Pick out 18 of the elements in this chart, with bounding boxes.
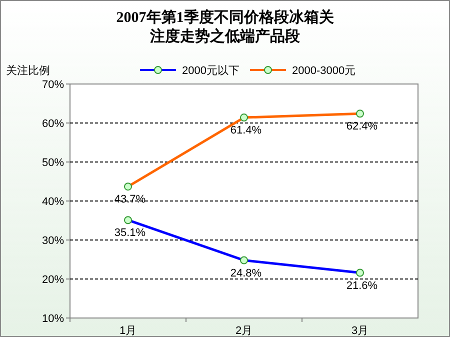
data-label: 24.8% bbox=[230, 267, 262, 280]
x-tick-label: 2月 bbox=[235, 325, 253, 337]
y-tick-label: 10% bbox=[42, 313, 64, 325]
y-tick-label: 70% bbox=[42, 79, 64, 91]
data-label: 61.4% bbox=[230, 124, 262, 137]
x-tick-label: 3月 bbox=[351, 325, 369, 337]
y-tick-label: 60% bbox=[42, 118, 64, 130]
y-tick-label: 50% bbox=[42, 157, 64, 169]
legend-label: 2000元以下 bbox=[182, 64, 240, 77]
chart-title: 2007年第1季度不同价格段冰箱关注度走势之低端产品段 bbox=[116, 8, 334, 45]
y-tick-label: 30% bbox=[42, 235, 64, 247]
y-axis-title: 关注比例 bbox=[6, 64, 50, 77]
data-label: 35.1% bbox=[114, 227, 146, 240]
legend-label: 2000-3000元 bbox=[292, 65, 356, 77]
data-label: 21.6% bbox=[346, 280, 378, 292]
x-tick-label: 1月 bbox=[119, 325, 137, 337]
y-tick-label: 20% bbox=[42, 274, 64, 286]
y-tick-label: 40% bbox=[42, 196, 64, 208]
